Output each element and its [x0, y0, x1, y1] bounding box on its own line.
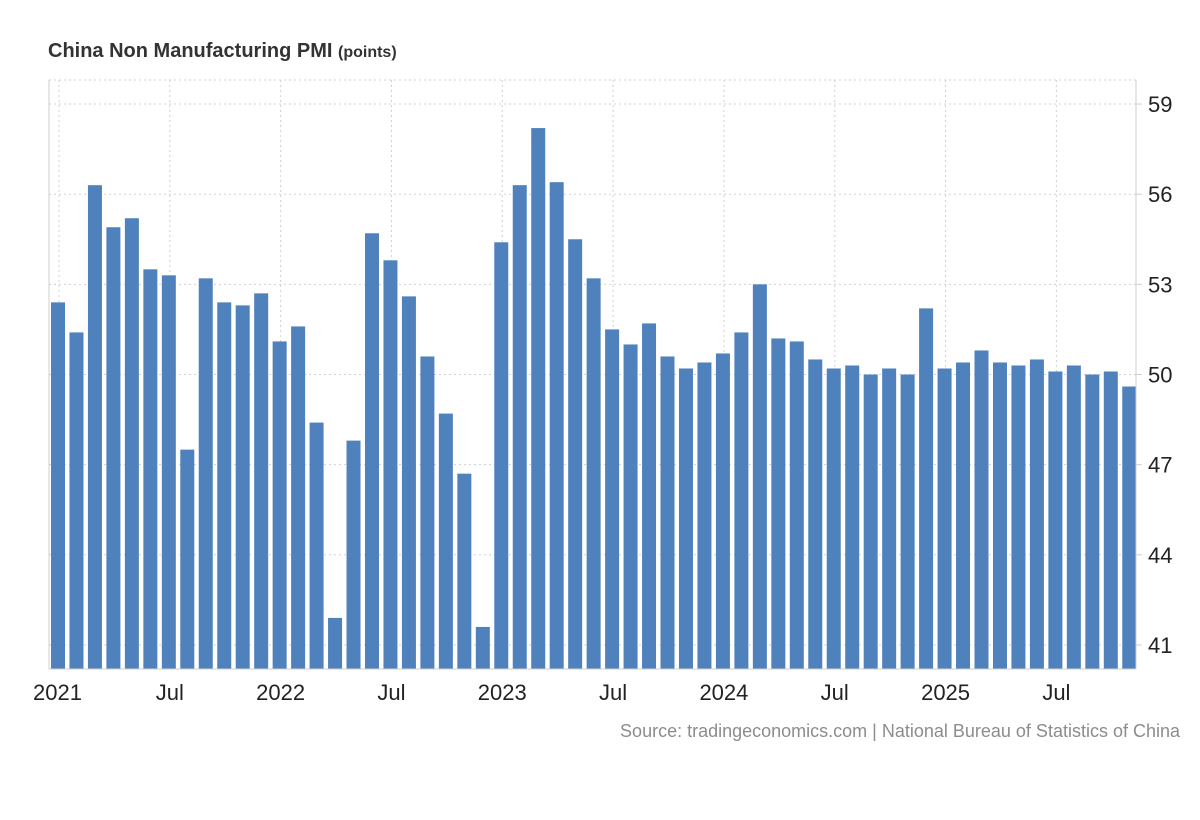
bar[interactable] — [198, 278, 213, 669]
bar[interactable] — [771, 338, 786, 669]
source-note: Source: tradingeconomics.com | National … — [620, 721, 1180, 741]
y-tick-label: 56 — [1148, 182, 1172, 207]
bar[interactable] — [752, 284, 767, 669]
bar[interactable] — [51, 302, 65, 669]
x-tick-label: 2022 — [256, 680, 305, 705]
bar[interactable] — [235, 305, 250, 669]
x-tick-label: Jul — [1042, 680, 1070, 705]
bar[interactable] — [383, 260, 398, 669]
bar[interactable] — [401, 296, 416, 669]
bar[interactable] — [494, 242, 509, 669]
bar[interactable] — [660, 356, 675, 669]
y-tick-label: 44 — [1148, 543, 1172, 568]
bar[interactable] — [309, 422, 324, 669]
y-tick-label: 59 — [1148, 92, 1172, 117]
bar[interactable] — [974, 350, 989, 669]
bar[interactable] — [697, 362, 712, 669]
bar[interactable] — [900, 374, 915, 670]
bar[interactable] — [623, 344, 638, 669]
bar[interactable] — [1103, 371, 1118, 669]
bar[interactable] — [420, 356, 435, 669]
y-tick-label: 50 — [1148, 363, 1172, 388]
bar[interactable] — [531, 128, 546, 669]
bar[interactable] — [254, 293, 269, 669]
x-tick-label: Jul — [821, 680, 849, 705]
bar[interactable] — [1085, 374, 1100, 670]
bar[interactable] — [549, 182, 564, 670]
bar[interactable] — [956, 362, 971, 669]
label-layer: 41 44 47 50 53 56 59 2021 Jul 2022 Jul 2023 Jul 2024 J… — [33, 92, 1172, 705]
bar[interactable] — [69, 332, 84, 669]
bar[interactable] — [180, 449, 195, 669]
bar[interactable] — [919, 308, 934, 669]
bar[interactable] — [1122, 386, 1137, 669]
bar[interactable] — [937, 368, 952, 669]
y-tick-label: 47 — [1148, 453, 1172, 478]
bar[interactable] — [808, 359, 823, 669]
bar[interactable] — [512, 185, 527, 669]
x-tick-label: 2023 — [478, 680, 527, 705]
bar[interactable] — [346, 440, 361, 669]
bar[interactable] — [291, 326, 306, 669]
bar[interactable] — [438, 413, 453, 669]
bar[interactable] — [475, 626, 490, 669]
bar[interactable] — [734, 332, 749, 669]
bar[interactable] — [715, 353, 730, 669]
axis-layer — [48, 80, 1142, 670]
bar[interactable] — [882, 368, 897, 669]
bar[interactable] — [272, 341, 287, 669]
bar[interactable] — [124, 218, 139, 670]
bar[interactable] — [217, 302, 232, 669]
bar[interactable] — [826, 368, 841, 669]
bar[interactable] — [1048, 371, 1063, 669]
bar[interactable] — [364, 233, 379, 669]
bar[interactable] — [642, 323, 657, 669]
bar[interactable] — [1029, 359, 1044, 669]
bar[interactable] — [992, 362, 1007, 669]
bar[interactable] — [586, 278, 601, 669]
bar[interactable] — [1066, 365, 1081, 669]
bar[interactable] — [863, 374, 878, 670]
bar[interactable] — [1011, 365, 1026, 669]
bar[interactable] — [457, 473, 472, 669]
bar[interactable] — [106, 227, 121, 669]
x-tick-label: 2025 — [921, 680, 970, 705]
bar-layer — [51, 128, 1137, 670]
bar[interactable] — [143, 269, 158, 669]
bar[interactable] — [789, 341, 804, 669]
bar[interactable] — [605, 329, 620, 669]
y-tick-label: 53 — [1148, 272, 1172, 297]
chart-title: China Non Manufacturing PMI (points) — [48, 40, 397, 63]
bar[interactable] — [328, 617, 343, 669]
x-tick-label: Jul — [599, 680, 627, 705]
x-tick-label: Jul — [377, 680, 405, 705]
x-tick-label: 2021 — [33, 680, 82, 705]
x-tick-label: Jul — [156, 680, 184, 705]
bar[interactable] — [161, 275, 176, 669]
chart-title-text: China Non Manufacturing PMI — [48, 40, 333, 62]
y-tick-label: 41 — [1148, 633, 1172, 658]
bar[interactable] — [678, 368, 693, 669]
bar[interactable] — [87, 185, 102, 669]
bar[interactable] — [568, 239, 583, 669]
x-tick-label: 2024 — [699, 680, 748, 705]
chart-unit: (points) — [338, 44, 397, 61]
bar[interactable] — [845, 365, 860, 669]
